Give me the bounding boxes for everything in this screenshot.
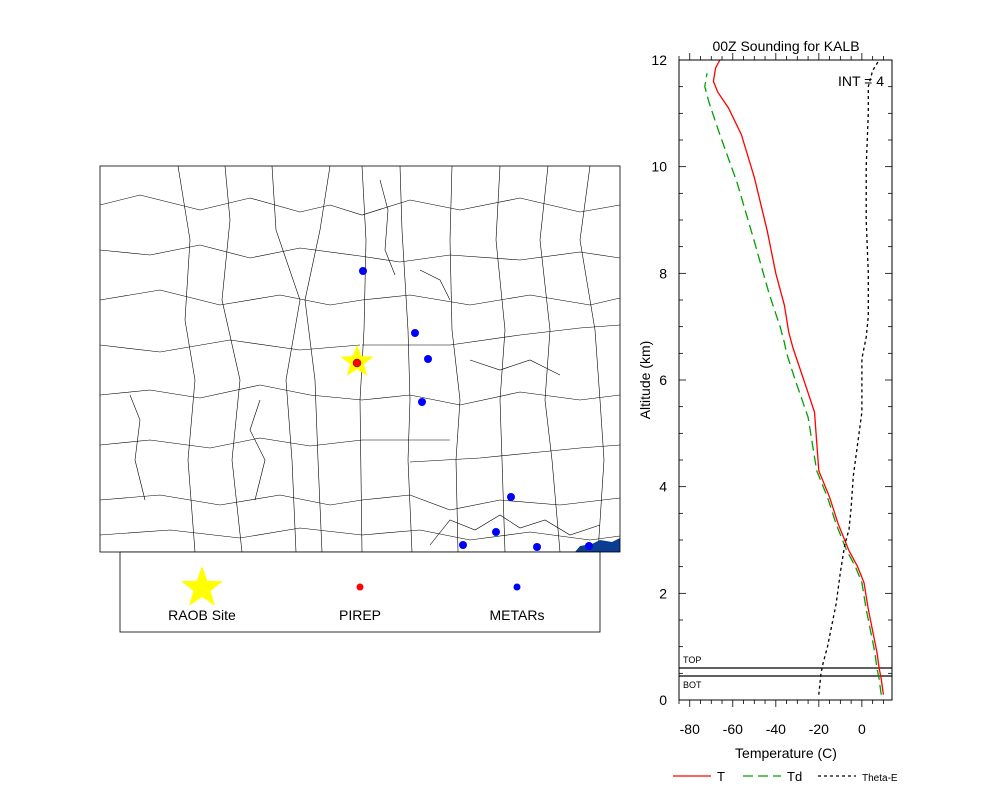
- y-tick-label: 6: [659, 372, 667, 388]
- metar-stations: [359, 267, 593, 551]
- level-label-top: TOP: [683, 655, 701, 665]
- chart-title: 00Z Sounding for KALB: [712, 38, 859, 54]
- metar-station-marker: [533, 543, 541, 551]
- y-tick-label: 4: [659, 479, 667, 495]
- legend-label-td: Td: [787, 769, 802, 784]
- series-line-t: [712, 59, 885, 695]
- legend-label-theta-e: Theta-E: [862, 773, 898, 784]
- y-tick-label: 0: [659, 692, 667, 708]
- raob-legend-label: RAOB Site: [168, 607, 236, 623]
- chart-legend: T Td Theta-E: [673, 769, 898, 784]
- metar-station-marker: [585, 542, 593, 550]
- legend-label-t: T: [717, 769, 725, 784]
- county-boundaries: [100, 166, 620, 552]
- x-axis: -80 -60 -40 -20 0: [678, 53, 884, 737]
- metar-legend-dot: [513, 583, 521, 591]
- metar-station-marker: [418, 398, 426, 406]
- y-tick-label: 2: [659, 585, 667, 601]
- metar-station-marker: [492, 528, 500, 536]
- series-layer: [704, 59, 885, 695]
- x-axis-label: Temperature (C): [735, 745, 837, 761]
- metar-station-marker: [507, 493, 515, 501]
- metar-legend-label: METARs: [490, 607, 545, 623]
- y-tick-label: 8: [659, 265, 667, 281]
- y-axis: 0 2 4 6 8 10 12: [651, 52, 892, 708]
- y-tick-label: 10: [651, 159, 667, 175]
- county-map: [99, 165, 621, 553]
- series-line-theta-e: [818, 59, 880, 695]
- y-tick-label: 12: [651, 52, 667, 68]
- sounding-chart: 00Z Sounding for KALB TOP BOT -80 -60 -40 -2…: [637, 38, 898, 784]
- pirep-marker: [352, 358, 362, 368]
- pirep-legend-label: PIREP: [339, 607, 381, 623]
- x-tick-label: 0: [858, 721, 866, 737]
- metar-station-marker: [359, 267, 367, 275]
- interval-annotation: INT = 4: [838, 73, 884, 89]
- metar-station-marker: [424, 355, 432, 363]
- metar-station-marker: [411, 329, 419, 337]
- raob-legend-star: [181, 566, 223, 606]
- map-legend: RAOB Site PIREP METARs: [119, 551, 601, 633]
- y-axis-label: Altitude (km): [637, 341, 653, 420]
- x-tick-label: -60: [723, 721, 743, 737]
- level-label-bot: BOT: [683, 680, 702, 690]
- metar-station-marker: [459, 541, 467, 549]
- x-tick-label: -80: [680, 721, 700, 737]
- x-tick-label: -40: [766, 721, 786, 737]
- pirep-legend-dot: [356, 583, 364, 591]
- level-lines: TOP BOT: [679, 655, 892, 690]
- plot-frame: [678, 59, 893, 701]
- x-tick-label: -20: [809, 721, 829, 737]
- series-line-td: [704, 73, 882, 695]
